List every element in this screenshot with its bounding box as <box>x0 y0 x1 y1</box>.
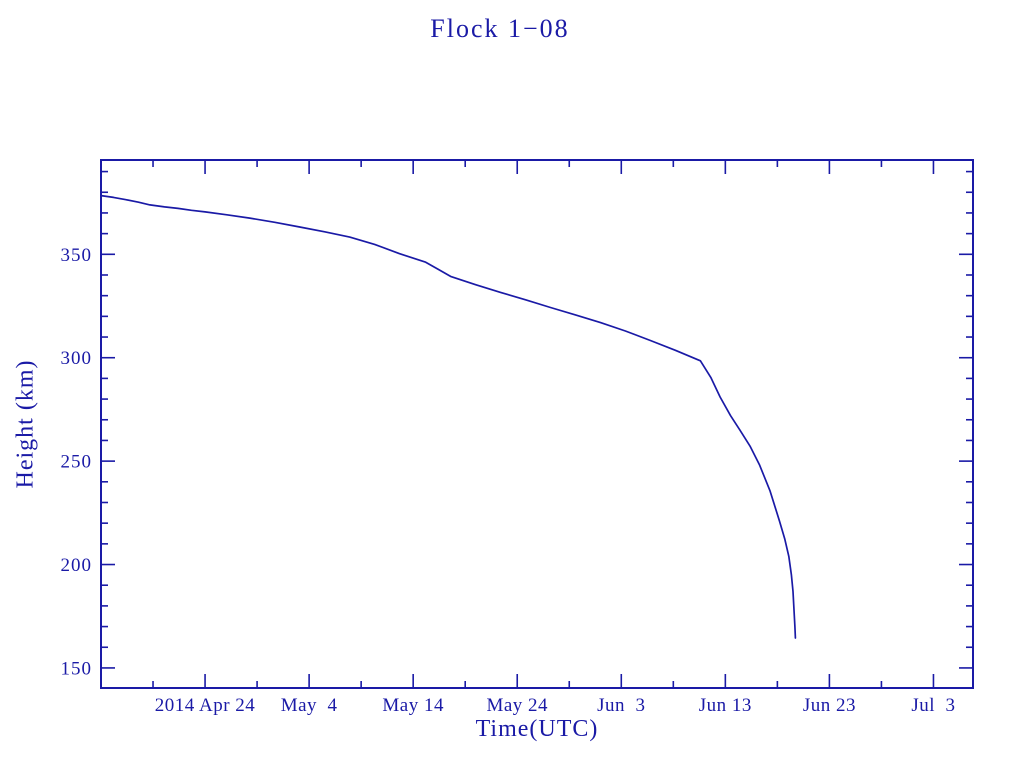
y-tick-label: 200 <box>61 555 93 576</box>
x-tick-label: Jun 23 <box>803 695 856 716</box>
x-tick-label: Jul 3 <box>911 695 955 716</box>
x-axis-label: Time(UTC) <box>475 716 599 742</box>
y-tick-label: 250 <box>61 452 93 473</box>
x-tick-label: May 14 <box>382 695 444 716</box>
plot-border <box>100 159 974 689</box>
y-tick-label: 350 <box>61 245 93 266</box>
y-tick-label: 300 <box>61 348 93 369</box>
x-tick-label: Jun 13 <box>699 695 752 716</box>
x-tick-label: 2014 Apr 24 <box>155 695 256 716</box>
chart-title: Flock 1−08 <box>430 14 570 43</box>
x-tick-label: Jun 3 <box>597 695 645 716</box>
decay-curve <box>100 194 797 639</box>
y-tick-label: 150 <box>61 658 93 679</box>
x-tick-label: May 4 <box>281 695 338 716</box>
x-tick-label: May 24 <box>486 695 548 716</box>
